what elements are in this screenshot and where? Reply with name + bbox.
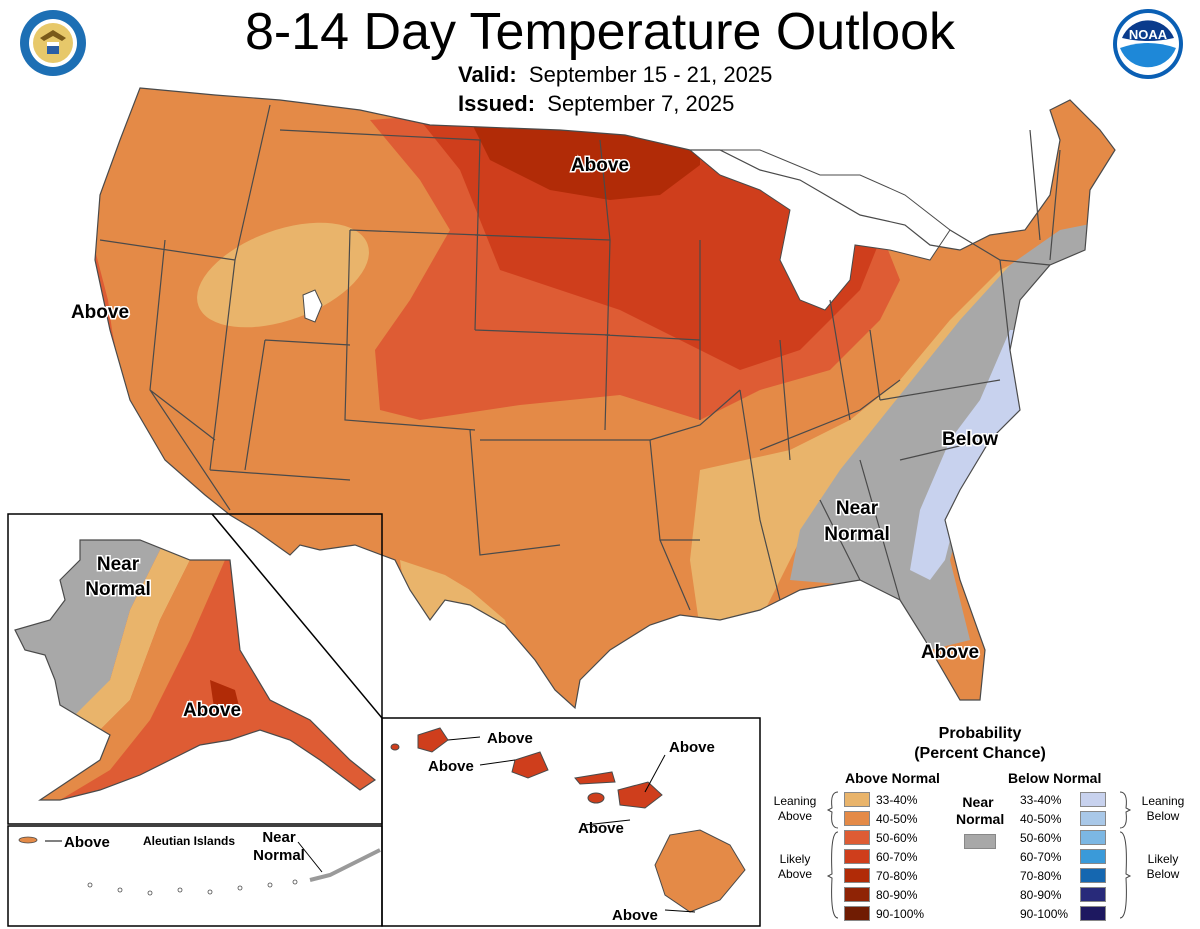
page-title: 8-14 Day Temperature Outlook [244,3,956,61]
legend-above-pct-label: 60-70% [876,850,918,864]
legend-below-brackets [1119,791,1132,919]
legend-above-swatch [844,887,870,902]
hawaii-big-island [654,829,746,913]
legend-below-pct-label: 33-40% [1020,793,1062,807]
legend-title-1: Probability [938,725,1022,742]
legend-above-pct-label: 70-80% [876,869,918,883]
hawaii-oahu [511,751,549,779]
hawaii-niihau [390,743,400,751]
label-hawaii-maui-above: Above [669,739,715,756]
region-southeast-below-33-40 [910,330,1030,580]
region-california-coast-above-50-60 [95,250,128,405]
legend-above-pct-label: 80-90% [876,888,918,902]
label-west-coast-above: Above [71,302,129,323]
noaa-logo-text: NOAA [1129,27,1168,42]
legend-below-pct-label: 60-70% [1020,850,1062,864]
ak-above-40-50 [40,540,225,800]
legend-above-pct-label: 90-100% [876,907,925,921]
hawaii-inset-frame [381,717,761,927]
alaska-inset-connector [211,513,383,719]
alaska-outline [14,539,377,801]
hawaii-kauai [417,727,449,753]
department-of-commerce-seal-icon [20,10,86,76]
aleutian-above-shape [18,836,38,844]
legend-likely-above: Likely Above [777,852,813,881]
legend-above-swatch [844,849,870,864]
legend-above-brackets [826,791,839,919]
label-aleutian-near-2: Normal [253,847,305,864]
hawaii-molokai [574,771,616,785]
label-southeast-near-1: Near [836,498,879,519]
region-mountain-above-33-40 [197,222,369,328]
legend-below-pct-label: 50-60% [1020,831,1062,845]
great-salt-lake [302,289,323,323]
label-hawaii-oahu-above: Above [428,758,474,775]
alaska-shading [15,540,375,800]
label-florida-above: Above [921,642,979,663]
legend-title-2: (Percent Chance) [914,745,1046,762]
valid-line: Valid: September 15 - 21, 2025 [458,62,772,88]
legend-near-normal-swatch [964,834,996,849]
noaa-logo-icon: NOAA [1113,9,1183,79]
legend-below-swatch [1080,811,1106,826]
legend-below-swatch [1080,830,1106,845]
label-alaska-near-1: Near [97,554,140,575]
aleutian-near-normal-islands [309,848,381,882]
valid-label: Valid: [458,62,517,87]
label-hawaii-lanai-above: Above [578,820,624,837]
legend-below-swatch [1080,868,1106,883]
region-north-above-70-80 [470,120,700,200]
ak-above-70-80 [210,680,240,715]
legend-below-pct-label: 40-50% [1020,812,1062,826]
hawaii-islands [390,727,746,913]
legend-below-swatch [1080,792,1106,807]
legend-leaning-above: Leaning Above [773,794,817,823]
issued-line: Issued: September 7, 2025 [458,91,734,117]
legend-above-pct-label: 40-50% [876,812,918,826]
legend-above-header: Above Normal [845,770,940,786]
legend-above-swatch [844,830,870,845]
label-hawaii-kauai-above: Above [487,730,533,747]
issued-value: September 7, 2025 [547,91,735,116]
label-southeast-below: Below [942,429,998,450]
label-aleutian-near-1: Near [262,829,296,846]
aleutian-islands-outline [87,879,298,896]
legend-below-swatch [1080,906,1106,921]
legend-leaning-below: Leaning Below [1141,794,1185,823]
probability-legend: Probability (Percent Chance) Above Norma… [760,722,1200,929]
legend-near-normal-label: Near Normal [956,794,1005,827]
legend-above-pct-label: 33-40% [876,793,918,807]
label-north-central-above: Above [571,155,629,176]
label-hawaii-big-island-above: Above [612,907,658,924]
label-southeast-near-2: Normal [824,524,889,545]
legend-above-swatch [844,792,870,807]
label-aleutian-above: Above [64,834,110,851]
hawaii-lanai [587,792,605,804]
ak-above-33-40 [70,540,200,740]
legend-below-header: Below Normal [1008,770,1102,786]
hawaii-maui [617,781,663,809]
issued-label: Issued: [458,91,536,116]
alaska-inset-frame [7,513,383,825]
legend-above-swatch [844,868,870,883]
legend-below-pct-label: 80-90% [1020,888,1062,902]
valid-value: September 15 - 21, 2025 [528,62,773,87]
legend-below-swatch [1080,849,1106,864]
state-borders [94,87,1116,710]
legend-below-swatch [1080,887,1106,902]
label-aleutian-islands: Aleutian Islands [143,834,235,848]
legend-below-pct-label: 70-80% [1020,869,1062,883]
legend-likely-below: Likely Below [1146,852,1180,881]
legend-above-swatch [844,811,870,826]
legend-below-pct-label: 90-100% [1020,907,1069,921]
legend-above-pct-label: 50-60% [876,831,918,845]
label-alaska-near-2: Normal [85,579,150,600]
label-alaska-above: Above [183,700,241,721]
legend-above-swatch [844,906,870,921]
great-lakes [688,149,951,311]
